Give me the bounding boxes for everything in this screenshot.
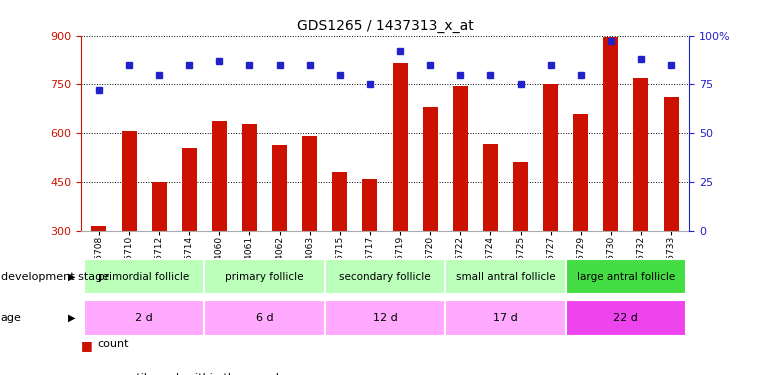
Text: development stage: development stage bbox=[1, 272, 109, 282]
Bar bbox=[122, 130, 136, 231]
Bar bbox=[566, 259, 686, 294]
Bar bbox=[272, 144, 287, 231]
Text: 6 d: 6 d bbox=[256, 313, 273, 323]
Text: ■: ■ bbox=[81, 373, 92, 375]
Bar bbox=[363, 179, 377, 231]
Text: ▶: ▶ bbox=[68, 272, 75, 282]
Text: large antral follicle: large antral follicle bbox=[577, 272, 675, 282]
Bar bbox=[92, 226, 106, 231]
Bar bbox=[566, 300, 686, 336]
Bar bbox=[445, 259, 566, 294]
Bar bbox=[664, 98, 678, 231]
Text: small antral follicle: small antral follicle bbox=[456, 272, 555, 282]
Bar bbox=[182, 148, 197, 231]
Text: 17 d: 17 d bbox=[493, 313, 518, 323]
Title: GDS1265 / 1437313_x_at: GDS1265 / 1437313_x_at bbox=[296, 19, 474, 33]
Text: secondary follicle: secondary follicle bbox=[340, 272, 430, 282]
Bar bbox=[325, 300, 445, 336]
Bar bbox=[445, 300, 566, 336]
Bar bbox=[84, 259, 204, 294]
Bar bbox=[634, 78, 648, 231]
Bar bbox=[204, 259, 325, 294]
Bar bbox=[423, 107, 437, 231]
Text: percentile rank within the sample: percentile rank within the sample bbox=[98, 373, 286, 375]
Text: age: age bbox=[1, 313, 22, 323]
Text: primordial follicle: primordial follicle bbox=[99, 272, 189, 282]
Bar bbox=[333, 172, 347, 231]
Bar bbox=[453, 86, 468, 231]
Text: 12 d: 12 d bbox=[373, 313, 397, 323]
Text: count: count bbox=[98, 339, 129, 350]
Bar bbox=[393, 63, 407, 231]
Bar bbox=[543, 84, 558, 231]
Bar bbox=[84, 300, 204, 336]
Text: ■: ■ bbox=[81, 339, 92, 352]
Bar bbox=[483, 144, 498, 231]
Bar bbox=[302, 136, 317, 231]
Text: ▶: ▶ bbox=[68, 313, 75, 323]
Bar bbox=[604, 37, 618, 231]
Bar bbox=[573, 114, 588, 231]
Text: 22 d: 22 d bbox=[614, 313, 638, 323]
Bar bbox=[242, 124, 257, 231]
Text: 2 d: 2 d bbox=[136, 313, 153, 323]
Text: primary follicle: primary follicle bbox=[226, 272, 304, 282]
Bar bbox=[212, 121, 227, 231]
Bar bbox=[152, 182, 166, 231]
Bar bbox=[325, 259, 445, 294]
Bar bbox=[513, 162, 528, 231]
Bar bbox=[204, 300, 325, 336]
